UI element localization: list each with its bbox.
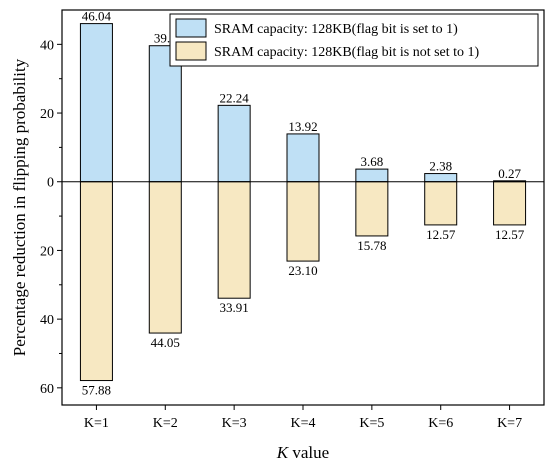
y-tick-label-6: 60 bbox=[40, 382, 54, 397]
legend-box bbox=[169, 13, 539, 67]
bars-group bbox=[79, 23, 527, 382]
legend-swatch-flag-not-set bbox=[175, 41, 207, 61]
data-label-flag-not-set-3: 33.91 bbox=[220, 300, 249, 315]
y-tick-label-5: 40 bbox=[40, 313, 54, 328]
bar-flag-not-set-4 bbox=[286, 181, 320, 262]
legend-entry-flag-not-set: SRAM capacity: 128KB(flag bit is not set… bbox=[214, 45, 480, 60]
x-tick-label-3: K=3 bbox=[222, 416, 247, 431]
data-label-flag-not-set-2: 44.05 bbox=[151, 335, 180, 350]
y-tick-label-2: 20 bbox=[40, 107, 54, 122]
x-tick-label-4: K=4 bbox=[290, 416, 315, 431]
axes-group: K=1 K=2 K=3 K=4 K=5 K=6 K=7 40 20 0 20 40 60 bbox=[40, 9, 545, 431]
x-tick-label-6: K=6 bbox=[428, 416, 453, 431]
bar-flag-set-1 bbox=[79, 23, 113, 183]
x-tick-label-1: K=1 bbox=[84, 416, 109, 431]
data-label-flag-not-set-6: 12.57 bbox=[426, 227, 456, 242]
bar-flag-set-4 bbox=[286, 133, 320, 183]
data-labels-group: 46.0457.8839.644.0522.2433.9113.9223.103… bbox=[82, 9, 525, 398]
bar-flag-set-6 bbox=[424, 173, 458, 183]
bar-flag-set-3 bbox=[217, 104, 251, 183]
x-tick-label-5: K=5 bbox=[359, 416, 384, 431]
data-label-flag-not-set-7: 12.57 bbox=[495, 227, 525, 242]
bar-flag-not-set-5 bbox=[355, 181, 389, 237]
plot-frame bbox=[61, 9, 545, 406]
y-axis-title: Percentage reduction in flipping probabi… bbox=[10, 58, 29, 356]
data-label-flag-set-1: 46.04 bbox=[82, 9, 112, 24]
bar-flag-not-set-6 bbox=[424, 181, 458, 226]
data-label-flag-not-set-5: 15.78 bbox=[357, 238, 386, 253]
data-label-flag-not-set-1: 57.88 bbox=[82, 383, 111, 398]
data-label-flag-set-4: 13.92 bbox=[288, 119, 317, 134]
x-axis-title: K value bbox=[276, 443, 329, 462]
y-tick-label-3: 0 bbox=[47, 176, 54, 191]
data-label-flag-set-5: 3.68 bbox=[360, 154, 383, 169]
legend-entry-flag-set: SRAM capacity: 128KB(flag bit is set to … bbox=[214, 22, 458, 37]
x-tick-label-2: K=2 bbox=[153, 416, 178, 431]
data-label-flag-not-set-4: 23.10 bbox=[288, 263, 317, 278]
x-axis-title-rest: value bbox=[288, 443, 329, 462]
bar-flag-set-5 bbox=[355, 168, 389, 183]
y-tick-label-1: 40 bbox=[40, 38, 54, 53]
bar-flag-set-2 bbox=[148, 45, 182, 183]
data-label-flag-set-6: 2.38 bbox=[429, 159, 452, 174]
x-tick-label-7: K=7 bbox=[497, 416, 522, 431]
y-tick-label-4: 20 bbox=[40, 244, 54, 259]
bar-flag-not-set-1 bbox=[79, 181, 113, 382]
legend-swatch-flag-set bbox=[175, 18, 207, 38]
data-label-flag-set-3: 22.24 bbox=[220, 90, 250, 105]
x-axis-title-italic: K bbox=[276, 443, 290, 462]
bar-flag-not-set-3 bbox=[217, 181, 251, 299]
legend: SRAM capacity: 128KB(flag bit is set to … bbox=[169, 13, 539, 67]
data-label-flag-set-7: 0.27 bbox=[498, 166, 521, 181]
bar-flag-not-set-7 bbox=[493, 181, 527, 226]
bar-flag-not-set-2 bbox=[148, 181, 182, 334]
